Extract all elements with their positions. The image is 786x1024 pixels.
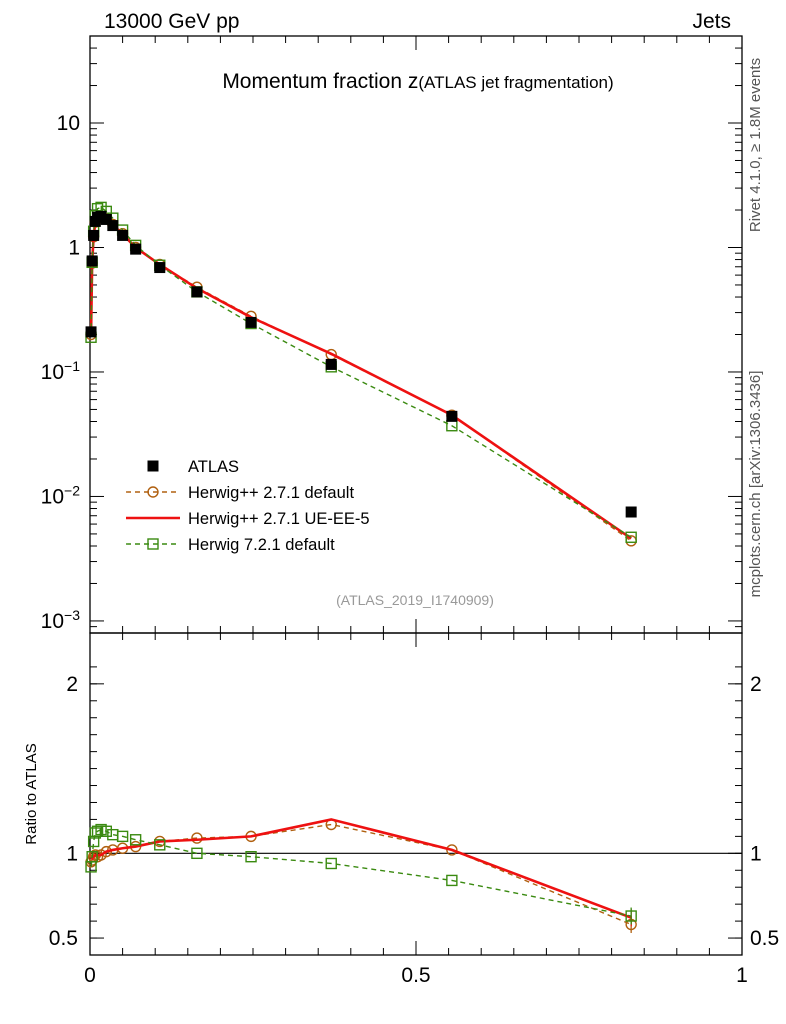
atlas-data-point [107, 220, 119, 232]
legend-marker [147, 538, 159, 550]
ratio-point [86, 851, 98, 863]
mcplots-label: mcplots.cern.ch [arXiv:1306.3436] [747, 371, 764, 598]
legend-label: Herwig++ 2.7.1 default [188, 484, 354, 502]
ratio-point [91, 825, 104, 837]
ratio-point [116, 830, 129, 843]
analysis-tag: (ATLAS_2019_I1740909) [336, 592, 494, 608]
atlas-data-point [245, 316, 257, 328]
ratio-point [129, 834, 142, 846]
legend-label: Herwig 7.2.1 default [188, 536, 335, 554]
series-line-ratio [90, 828, 632, 917]
series-line-main [90, 206, 632, 538]
x-tick-label: 1 [736, 964, 748, 987]
atlas-data-point [446, 410, 458, 422]
ratio-ylabel: Ratio to ATLAS [23, 743, 40, 844]
series-line-ratio [91, 818, 632, 919]
ratio-point [191, 847, 203, 860]
ratio-point [245, 851, 257, 863]
ratio-point [100, 825, 113, 837]
series-layer [85, 201, 637, 933]
rivet-label: Rivet 4.1.0, ≥ 1.8M events [747, 58, 764, 232]
atlas-data-point [88, 229, 100, 241]
legend-label: Herwig++ 2.7.1 UE-EE-5 [188, 510, 370, 528]
legend: ATLAS Herwig++ 2.7.1 default Herwig++ 2.7.… [126, 458, 370, 554]
header-right: Jets [692, 10, 731, 33]
ratio-point [154, 839, 166, 851]
ratio-tick-label-right: 2 [750, 673, 762, 696]
y-tick-label: 10 [57, 112, 80, 135]
ratio-tick-label-left: 1 [66, 842, 78, 865]
atlas-data-point [86, 255, 98, 267]
chart-title: Momentum fraction z(ATLAS jet fragmentat… [222, 70, 613, 93]
chart-title-main: Momentum fraction z [222, 70, 418, 93]
ratio-point [625, 910, 637, 922]
legend-marker [147, 460, 159, 472]
ratio-tick-label-right: 0.5 [750, 927, 779, 950]
atlas-data-point [85, 326, 97, 338]
ratio-point [325, 857, 337, 870]
ratio-point [446, 874, 458, 887]
legend-label: ATLAS [188, 458, 239, 476]
ratio-point [191, 832, 203, 844]
y-tick-label: 10−1 [41, 358, 81, 384]
atlas-data-point [130, 243, 142, 255]
atlas-data-point [191, 286, 203, 298]
atlas-data-point [325, 358, 337, 370]
y-tick-label: 1 [68, 236, 80, 259]
ratio-panel-frame [89, 632, 743, 956]
header-left: 13000 GeV pp [104, 10, 239, 33]
y-tick-label: 10−2 [41, 482, 81, 508]
atlas-data-point [625, 506, 637, 518]
x-tick-label: 0 [84, 964, 96, 987]
atlas-data-point [117, 229, 129, 241]
series-line-main [89, 215, 632, 540]
ratio-tick-label-left: 2 [66, 673, 78, 696]
x-tick-label: 0.5 [401, 964, 430, 987]
y-tick-label: 10−3 [41, 607, 81, 633]
atlas-data-point [154, 262, 166, 274]
chart-title-sub: (ATLAS jet fragmentation) [418, 73, 613, 92]
series-line-ratio [90, 823, 632, 926]
legend-marker [147, 486, 159, 498]
atlas-data-point [100, 213, 112, 225]
data-point [625, 531, 637, 543]
ratio-point [89, 827, 102, 839]
ratio-tick-label-left: 0.5 [49, 927, 78, 950]
ratio-tick-label-right: 1 [750, 842, 762, 865]
